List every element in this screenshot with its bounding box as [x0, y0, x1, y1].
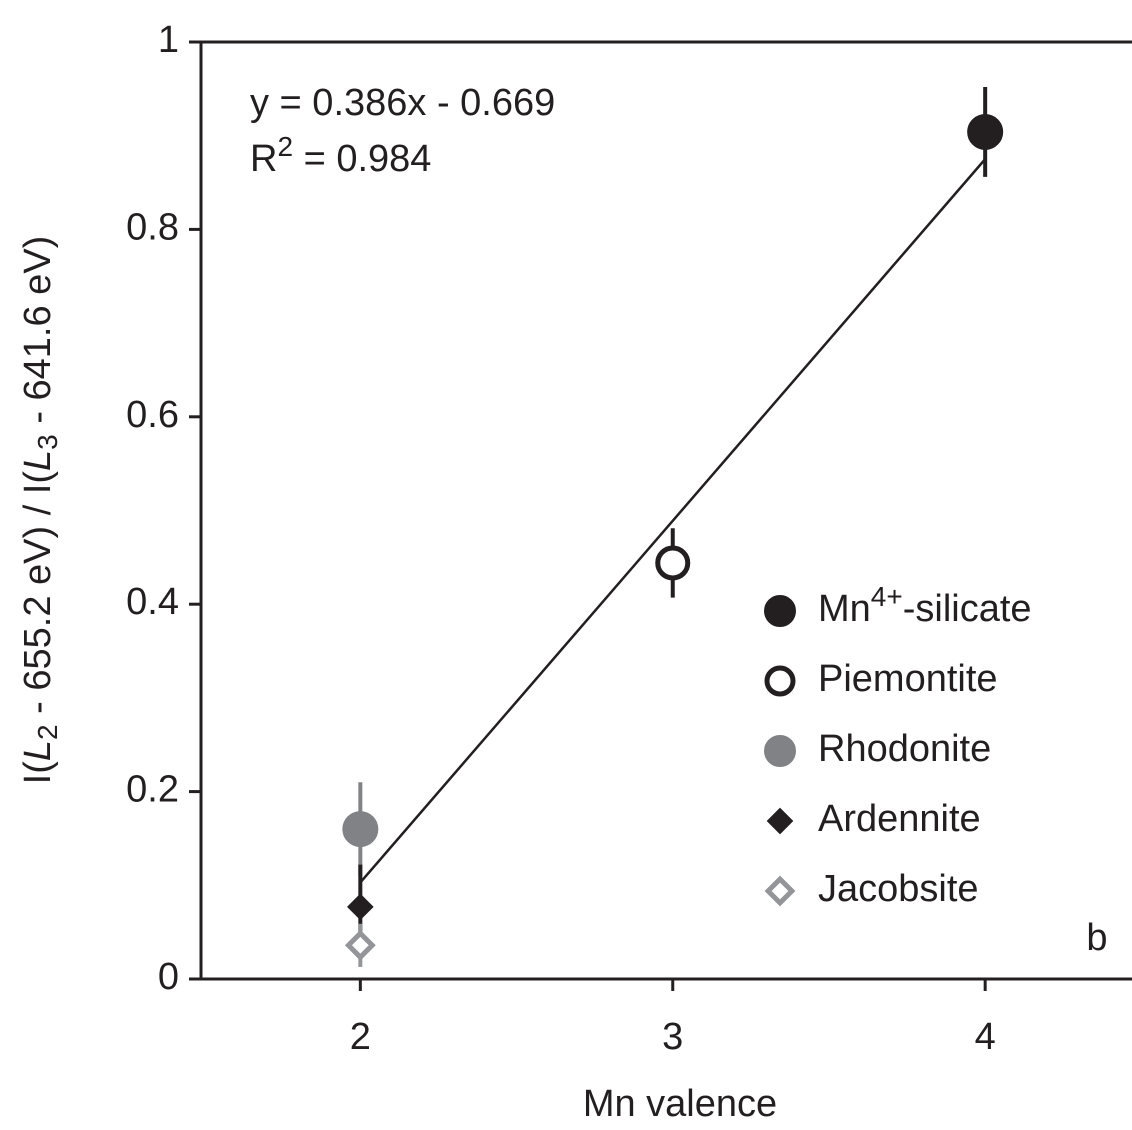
panel-label: b: [1086, 917, 1107, 959]
y-label-part: I(: [17, 761, 59, 785]
annotation: R2 = 0.984: [250, 131, 431, 180]
y-tick-label: 0.8: [126, 206, 179, 248]
y-label-part: - 641.6 eV): [17, 236, 59, 435]
fit-line: [359, 158, 987, 884]
marker: [347, 893, 374, 921]
legend-label: Rhodonite: [818, 728, 991, 770]
marker: [344, 929, 376, 961]
marker: [342, 811, 379, 848]
x-tick-label: 3: [662, 1016, 683, 1058]
y-tick-label: 0.2: [126, 769, 179, 811]
y-label-part: 3: [32, 434, 63, 450]
annotation: y = 0.386x - 0.669: [250, 82, 555, 124]
x-tick-label: 4: [975, 1016, 996, 1058]
marker: [655, 545, 691, 581]
y-label-part: - 655.2 eV) / I(: [17, 471, 59, 725]
x-axis-label: Mn valence: [583, 1083, 777, 1125]
legend-marker: [766, 807, 794, 835]
y-axis-label: I(L2 - 655.2 eV) / I(L3 - 641.6 eV): [17, 236, 63, 785]
y-label-part: L: [17, 450, 59, 471]
y-tick-label: 0.6: [126, 394, 179, 436]
legend-marker: [764, 735, 796, 767]
y-label-part: 2: [32, 724, 63, 740]
legend-marker: [764, 595, 796, 627]
legend-label: Piemontite: [818, 658, 998, 700]
x-tick-label: 2: [350, 1016, 371, 1058]
marker: [967, 113, 1004, 150]
legend-marker: [764, 875, 796, 907]
legend-marker: [764, 665, 796, 697]
y-tick-label: 0: [158, 956, 179, 998]
legend-label: Ardennite: [818, 798, 981, 840]
y-label-part: L: [17, 740, 59, 761]
legend-label: Mn4+-silicate: [818, 581, 1032, 630]
y-tick-label: 0.4: [126, 581, 179, 623]
y-tick-label: 1: [158, 19, 179, 61]
legend-label: Jacobsite: [818, 868, 979, 910]
